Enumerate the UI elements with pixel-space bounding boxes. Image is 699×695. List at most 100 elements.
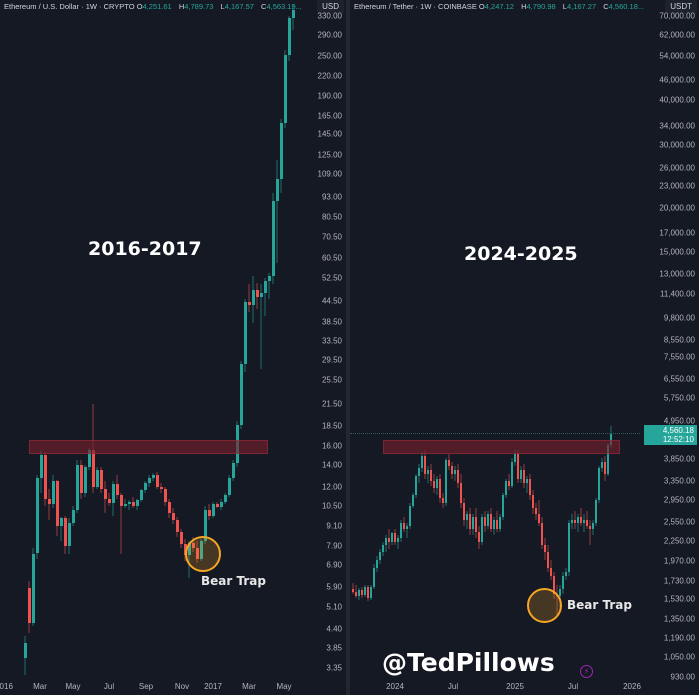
currency-label[interactable]: USDT [665, 0, 697, 14]
candle [239, 361, 243, 430]
price-axis-right[interactable]: USDT 4,560.18 12:52:10 70,000.00 62,000.0… [640, 0, 699, 695]
plot-area-right[interactable]: 2024-2025 Bear Trap [350, 0, 640, 677]
price-tick: 6.90 [326, 560, 342, 570]
candle [167, 499, 171, 519]
price-tick: 330.00 [317, 11, 342, 21]
candle [131, 496, 135, 509]
candle [586, 511, 588, 529]
bear-trap-circle [185, 536, 221, 572]
candle-body [586, 519, 588, 526]
candle [565, 567, 567, 581]
candle [454, 465, 456, 481]
price-tick: 44.50 [321, 296, 342, 306]
candle-body [91, 450, 95, 487]
candle-body [385, 538, 387, 546]
candle [275, 159, 279, 263]
symbol-legend[interactable]: Ethereum / U.S. Dollar · 1W · CRYPTO O4,… [4, 2, 302, 11]
candle [255, 282, 259, 309]
plot-area-left[interactable]: 2016-2017 Bear Trap [0, 0, 306, 677]
candle-body [409, 505, 411, 526]
high-value: 4,789.73 [184, 2, 214, 11]
candle [27, 580, 31, 633]
time-tick: 2017 [204, 682, 222, 691]
candle [391, 531, 393, 546]
price-tick: 3.35 [326, 663, 342, 673]
candle-body [421, 455, 423, 468]
candle [388, 528, 390, 549]
time-axis-right[interactable]: 2024 Jul 2025 Jul 2026 [350, 677, 641, 695]
candle [601, 457, 603, 473]
price-tick: 21.50 [321, 399, 342, 409]
candle-wick [589, 519, 591, 546]
candle [355, 584, 357, 598]
candle [171, 508, 175, 525]
price-tick: 10.50 [321, 501, 342, 511]
candle [71, 505, 75, 527]
price-tick: 930.00 [670, 672, 695, 682]
candle [460, 474, 462, 509]
candle [397, 535, 399, 549]
price-tick: 38.50 [321, 317, 342, 327]
candle [211, 501, 215, 519]
candle-wick [276, 159, 278, 263]
candle-body [379, 552, 381, 560]
candle-body [574, 519, 576, 523]
candle-wick [120, 492, 122, 554]
candle-body [373, 567, 375, 587]
candle-wick [124, 499, 126, 509]
price-tick: 70.50 [321, 232, 342, 242]
candle [376, 556, 378, 572]
candle-body [203, 509, 207, 541]
currency-label[interactable]: USD [317, 0, 344, 14]
time-axis-left[interactable]: 2016 Mar May Jul Sep Nov 2017 Mar May [0, 677, 306, 695]
candle [231, 459, 235, 481]
candle-body [275, 178, 279, 201]
price-tick: 60.50 [321, 253, 342, 263]
candle-body [466, 513, 468, 520]
price-axis-left[interactable]: USD 330.00 290.00 250.00 220.00 190.00 165.00… [306, 0, 346, 695]
candle [267, 273, 271, 299]
candle [568, 519, 570, 576]
candle [547, 545, 549, 572]
candle [247, 284, 251, 313]
candle-body [263, 281, 267, 293]
candle-body [415, 476, 417, 496]
candle-wick [397, 535, 399, 549]
candle [279, 118, 283, 193]
candle-body [436, 478, 438, 488]
lightning-bolt-icon[interactable]: ⚡ [580, 665, 593, 678]
price-tick: 3,350.00 [663, 476, 695, 486]
price-tick: 14.00 [321, 460, 342, 470]
symbol-legend[interactable]: Ethereum / Tether · 1W · COINBASE O4,247… [354, 2, 645, 11]
panel-divider[interactable] [346, 0, 350, 695]
bear-trap-label: Bear Trap [567, 598, 632, 612]
candle-body [361, 590, 363, 595]
candle [119, 492, 123, 554]
price-tick: 29.50 [321, 355, 342, 365]
price-tick: 290.00 [317, 30, 342, 40]
candle [487, 511, 489, 529]
candle-body [532, 495, 534, 509]
price-tick: 5,750.00 [663, 393, 695, 403]
candle-body [562, 575, 564, 590]
chart-panel-2024-2025: 2024-2025 Bear Trap Ethereum / Tether · … [350, 0, 699, 695]
candle [604, 455, 606, 481]
candle-body [267, 275, 271, 282]
time-tick: Jul [103, 682, 115, 691]
time-tick: 2024 [386, 682, 404, 691]
candle [430, 463, 432, 486]
candle-body [490, 513, 492, 529]
candle-body [131, 501, 135, 506]
candle-wick [264, 278, 266, 316]
candle-body [39, 455, 43, 478]
candle [23, 635, 27, 675]
low-value: 4,167.57 [224, 2, 254, 11]
candle [421, 451, 423, 473]
candle-body [75, 464, 79, 510]
candle [155, 472, 159, 490]
candle [179, 529, 183, 548]
candle-body [592, 522, 594, 529]
candle [559, 584, 561, 607]
candle [583, 513, 585, 532]
candle [535, 503, 537, 520]
